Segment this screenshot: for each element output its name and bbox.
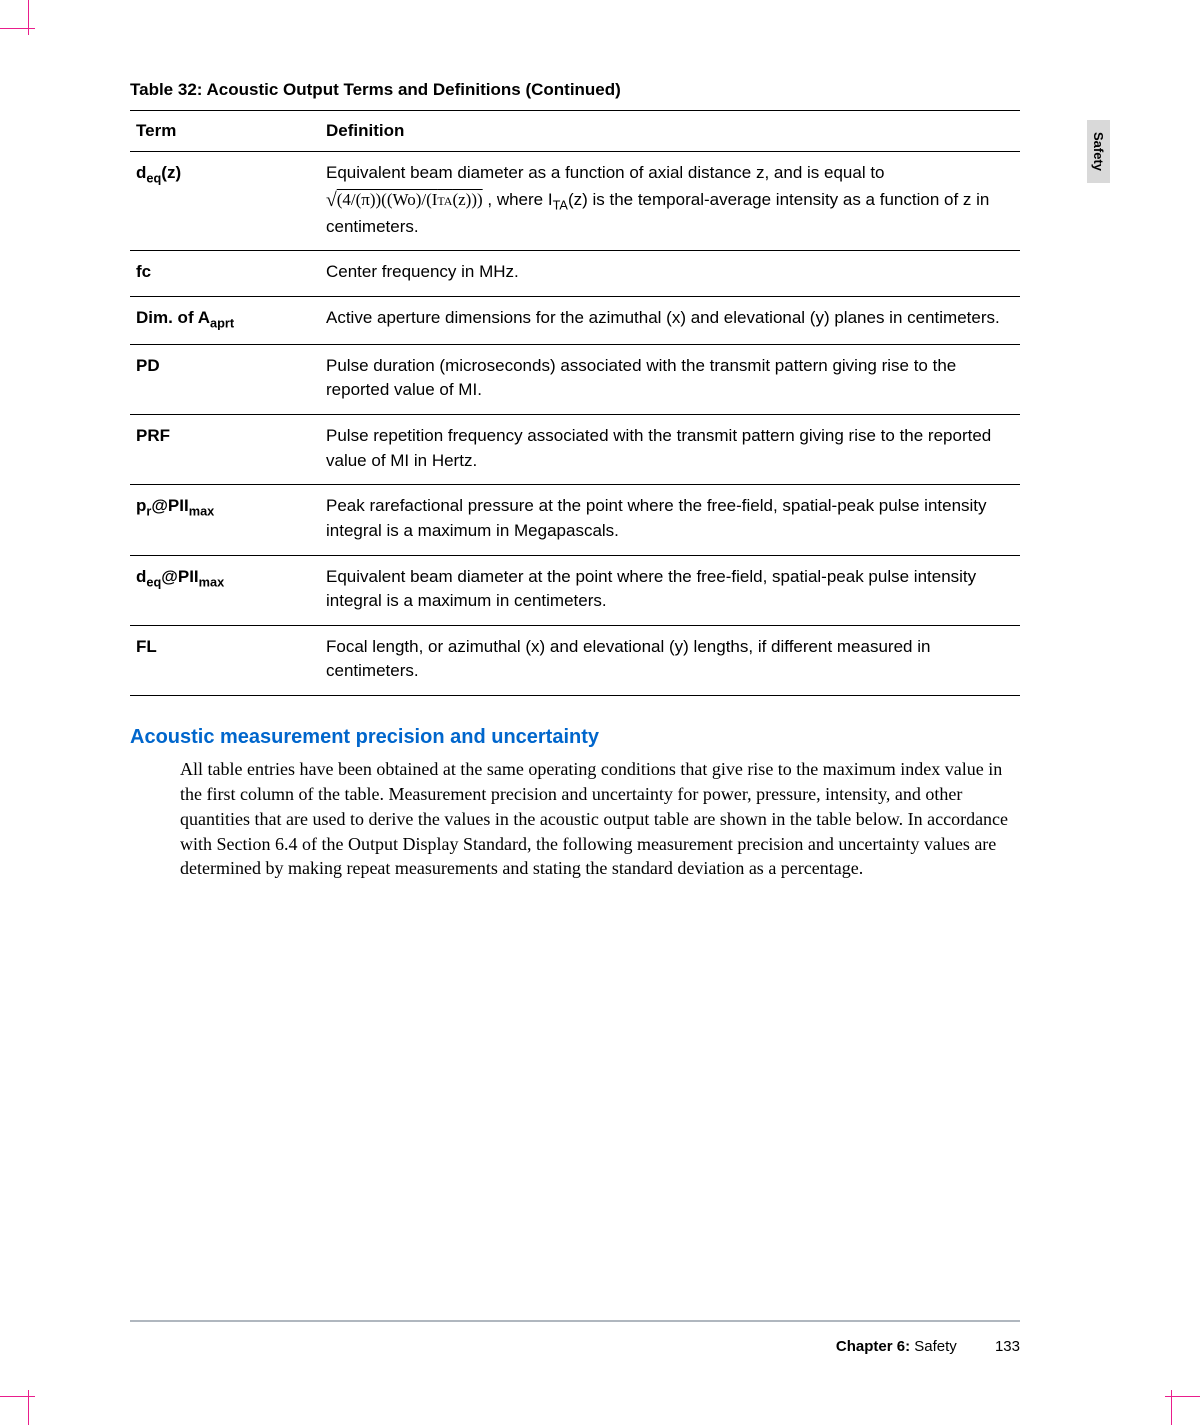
footer-page-number: 133 [995,1338,1020,1355]
term-cell: pr@PIImax [130,485,320,555]
th-definition: Definition [320,111,1020,152]
term-cell: PD [130,344,320,414]
term-cell: PRF [130,414,320,484]
th-term: Term [130,111,320,152]
term-cell: FL [130,625,320,695]
definition-cell: Peak rarefactional pressure at the point… [320,485,1020,555]
footer-chapter-label: Chapter 6: [836,1338,910,1355]
table-caption: Table 32: Acoustic Output Terms and Defi… [130,80,1020,100]
term-cell: deq@PIImax [130,555,320,625]
table-row: PRFPulse repetition frequency associated… [130,414,1020,484]
table-row: deq(z)Equivalent beam diameter as a func… [130,152,1020,251]
definition-cell: Equivalent beam diameter at the point wh… [320,555,1020,625]
table-row: deq@PIImaxEquivalent beam diameter at th… [130,555,1020,625]
definition-cell: Active aperture dimensions for the azimu… [320,296,1020,344]
side-tab-safety: Safety [1087,120,1110,183]
crop-mark [0,28,35,29]
section-heading: Acoustic measurement precision and uncer… [130,726,1020,749]
table-row: Dim. of AaprtActive aperture dimensions … [130,296,1020,344]
crop-mark [28,0,29,35]
term-cell: Dim. of Aaprt [130,296,320,344]
page-footer: Chapter 6: Safety 133 [130,1320,1020,1355]
term-cell: deq(z) [130,152,320,251]
page-content: Table 32: Acoustic Output Terms and Defi… [130,80,1020,881]
table-row: fcCenter frequency in MHz. [130,251,1020,297]
table-row: pr@PIImaxPeak rarefactional pressure at … [130,485,1020,555]
crop-mark [0,1396,35,1397]
term-cell: fc [130,251,320,297]
definition-cell: Pulse duration (microseconds) associated… [320,344,1020,414]
definition-cell: Equivalent beam diameter as a function o… [320,152,1020,251]
definitions-table: Term Definition deq(z)Equivalent beam di… [130,110,1020,696]
table-row: PDPulse duration (microseconds) associat… [130,344,1020,414]
table-row: FLFocal length, or azimuthal (x) and ele… [130,625,1020,695]
definition-cell: Center frequency in MHz. [320,251,1020,297]
definition-cell: Focal length, or azimuthal (x) and eleva… [320,625,1020,695]
definition-cell: Pulse repetition frequency associated wi… [320,414,1020,484]
section-body: All table entries have been obtained at … [180,757,1020,881]
crop-mark [1165,1396,1200,1397]
footer-chapter-name: Safety [914,1338,957,1355]
table-body: deq(z)Equivalent beam diameter as a func… [130,152,1020,696]
